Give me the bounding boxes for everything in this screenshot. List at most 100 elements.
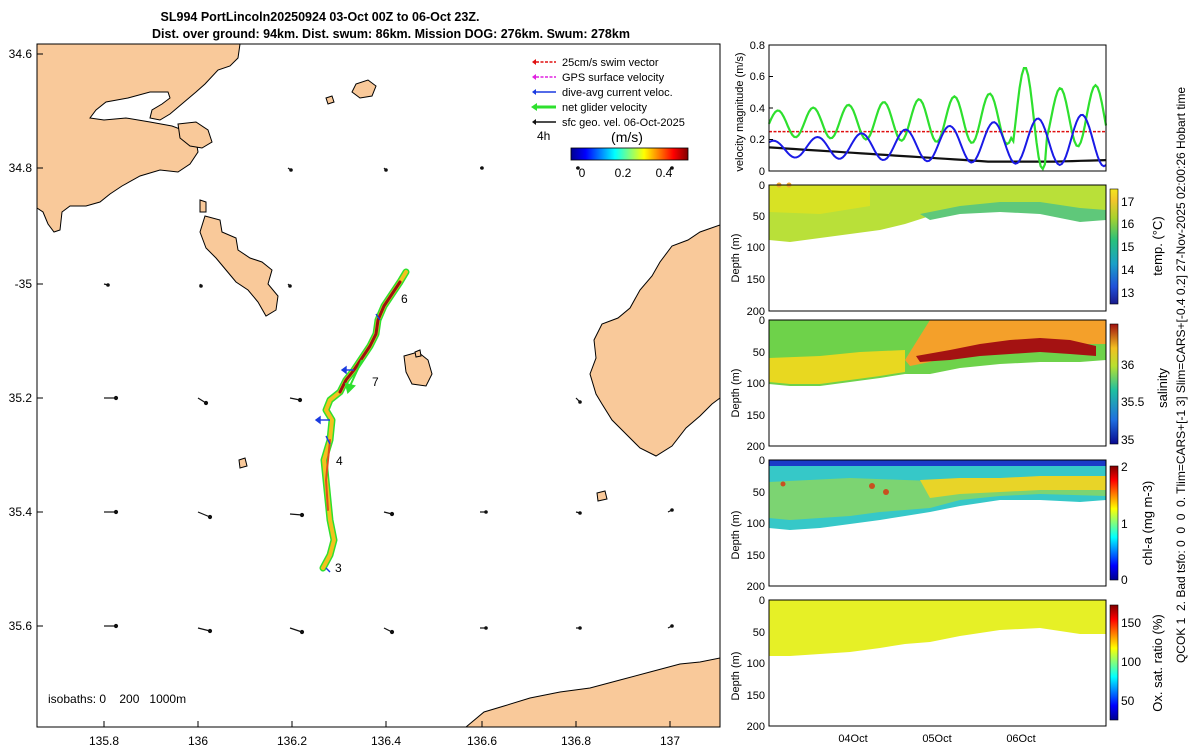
current-arrow xyxy=(340,365,354,375)
map-xtick: 136.8 xyxy=(561,721,591,748)
map-y-axis: 34.6 34.8 -35 35.2 35.4 35.6 xyxy=(9,47,43,633)
svg-text:dive-avg current veloc.: dive-avg current veloc. xyxy=(562,87,673,99)
svg-text:136.8: 136.8 xyxy=(561,734,591,748)
svg-text:sfc geo. vel. 06-Oct-2025: sfc geo. vel. 06-Oct-2025 xyxy=(562,117,685,129)
geo-arrow xyxy=(480,510,488,514)
land-eyre-peninsula xyxy=(37,44,241,233)
land-masses xyxy=(37,44,720,727)
map-xtick: 136.4 xyxy=(371,721,401,748)
map-xtick: 136.2 xyxy=(277,721,307,748)
geo-arrow xyxy=(287,167,293,172)
temp-depth-axis: 0 50 100 150 200 Depth (m) xyxy=(730,180,765,318)
map-ytick: -35 xyxy=(15,277,43,291)
geo-arrow xyxy=(667,508,674,513)
temp-frame xyxy=(768,184,1107,312)
temp-field-warm xyxy=(769,185,870,214)
land-island-i xyxy=(414,349,422,358)
depth-label: Depth (m) xyxy=(730,234,742,283)
map-frame xyxy=(36,43,721,728)
geo-arrow xyxy=(199,283,203,288)
sal-frame xyxy=(768,319,1107,447)
cbar-tick: 50 xyxy=(1121,694,1135,708)
sal-depth-axis: 0 50 100 150 200 Depth (m) xyxy=(730,315,765,453)
geo-arrow xyxy=(103,283,110,287)
land-island-b xyxy=(177,121,213,149)
depth-tick: 50 xyxy=(753,627,765,639)
geo-arrow xyxy=(104,623,119,629)
cbar-label: temp. (°C) xyxy=(1150,216,1165,275)
geo-arrow xyxy=(104,395,119,401)
svg-text:34.8: 34.8 xyxy=(9,161,33,175)
cbar-label: Ox. sat. ratio (%) xyxy=(1150,614,1165,712)
svg-text:net glider velocity: net glider velocity xyxy=(562,102,647,114)
time-tick-05oct: 05Oct xyxy=(922,733,951,745)
depth-tick: 0 xyxy=(759,180,765,192)
map-xtick: 137 xyxy=(660,721,680,748)
map-ytick: 35.2 xyxy=(9,391,43,405)
geo-velocity-arrows xyxy=(103,166,674,635)
svg-text:35.6: 35.6 xyxy=(9,619,33,633)
cbar-label: chl-a (mg m-3) xyxy=(1140,481,1155,566)
depth-tick: 50 xyxy=(753,347,765,359)
colorbar-tick: 0 xyxy=(579,166,586,180)
sal-colorbar xyxy=(1109,323,1119,445)
svg-text:34.6: 34.6 xyxy=(9,47,33,61)
chla-depth-axis: 0 50 100 150 200 Depth (m) xyxy=(730,455,765,593)
sal-field-yellow xyxy=(769,350,905,384)
land-island-f xyxy=(238,457,248,469)
depth-tick: 100 xyxy=(747,518,765,530)
sal-colorbar-ticks: 36 35.5 35 salinity xyxy=(1121,358,1170,447)
svg-text:137: 137 xyxy=(660,734,680,748)
geo-arrow xyxy=(383,627,395,635)
depth-tick: 50 xyxy=(753,211,765,223)
velocity-series xyxy=(767,66,1108,171)
svg-text:135.8: 135.8 xyxy=(89,734,119,748)
svg-text:0.8: 0.8 xyxy=(750,40,765,52)
series-net-velocity xyxy=(767,66,1108,171)
vel-ytick: 0.2 xyxy=(750,134,773,146)
chla-panel xyxy=(768,459,1119,587)
time-axis: 04Oct 05Oct 06Oct xyxy=(838,733,1035,745)
geo-arrow xyxy=(575,397,582,404)
geo-arrow xyxy=(383,511,395,517)
oxygen-panel xyxy=(768,599,1119,727)
velocity-ylabel: velocity magnitude (m/s) xyxy=(734,52,746,171)
status-side-label: QCOK 1 2. Bad tsfo: 0 0 0 0. Tlim=CARS+[… xyxy=(1174,87,1188,663)
geo-arrow xyxy=(289,627,305,635)
temperature-panel xyxy=(768,182,1119,312)
title-line-1: SL994 PortLincoln20250924 03-Oct 00Z to … xyxy=(161,10,480,24)
ox-depth-axis: 0 50 100 150 200 Depth (m) xyxy=(730,595,765,733)
chla-hotspots xyxy=(780,481,889,495)
map-xtick: 135.8 xyxy=(89,721,119,748)
svg-text:25cm/s swim vector: 25cm/s swim vector xyxy=(562,57,659,69)
geo-arrow xyxy=(670,166,674,170)
current-arrow xyxy=(325,567,331,573)
map-x-axis: 135.8 136 136.2 136.4 136.6 136.8 137 xyxy=(89,721,680,748)
cbar-tick: 36 xyxy=(1121,358,1135,372)
day-label-3: 3 xyxy=(335,561,342,575)
depth-label: Depth (m) xyxy=(730,511,742,560)
land-kangaroo-island xyxy=(465,657,720,727)
legend-item-gps-velocity: GPS surface velocity xyxy=(532,72,665,84)
map-panel: 3 4 6 7 135.8 136 136.2 136.4 136.6 136.… xyxy=(9,43,721,748)
cbar-tick: 16 xyxy=(1121,217,1135,231)
cbar-tick: 150 xyxy=(1121,616,1141,630)
map-ytick: 34.6 xyxy=(9,47,43,61)
current-arrow xyxy=(325,435,331,445)
cbar-tick: 17 xyxy=(1121,195,1135,209)
series-dive-avg-current xyxy=(768,113,1107,168)
svg-text:-35: -35 xyxy=(15,277,33,291)
svg-text:0: 0 xyxy=(759,166,765,178)
map-xtick: 136 xyxy=(188,721,208,748)
vel-ytick: 0.4 xyxy=(750,103,773,115)
net-velocity-arrow xyxy=(344,359,363,394)
cbar-tick: 35 xyxy=(1121,433,1135,447)
salinity-panel xyxy=(768,319,1119,447)
depth-tick: 150 xyxy=(747,274,765,286)
geo-arrow xyxy=(667,624,674,629)
cbar-tick: 1 xyxy=(1121,517,1128,531)
temp-colorbar xyxy=(1109,188,1119,305)
vel-ytick: 0.8 xyxy=(750,40,773,52)
land-island-a xyxy=(199,215,279,317)
depth-tick: 0 xyxy=(759,455,765,467)
